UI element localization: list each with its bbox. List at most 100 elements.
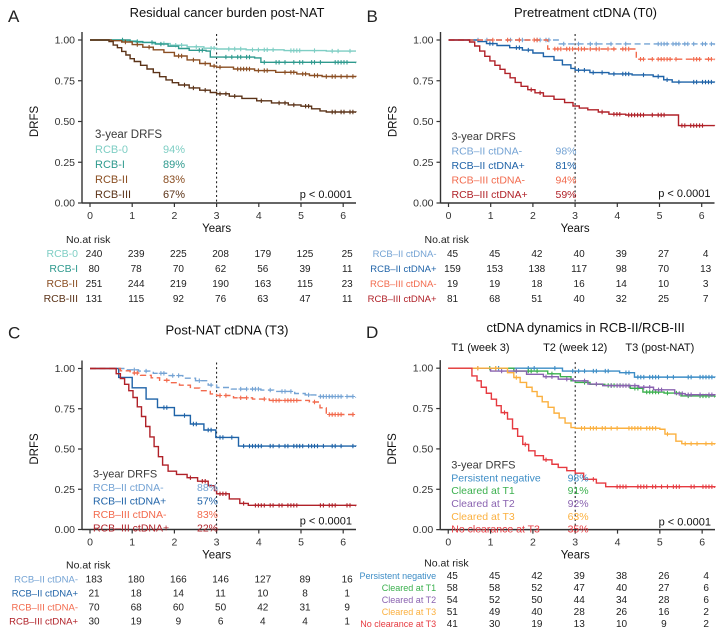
x-tick-label: 0 — [445, 537, 451, 549]
km-curve — [90, 367, 357, 507]
censor-marks — [120, 37, 350, 65]
risk-count: 40 — [531, 607, 543, 618]
risk-count: 28 — [658, 595, 670, 606]
risk-count: 159 — [444, 264, 461, 275]
y-tick-label: 0.25 — [55, 157, 76, 169]
y-tick-label: 0.75 — [55, 403, 76, 415]
censor-marks — [475, 37, 714, 47]
risk-count: 219 — [170, 279, 187, 290]
risk-count: 89 — [299, 575, 311, 586]
risk-count: 42 — [531, 249, 543, 260]
x-tick-label: 4 — [256, 210, 262, 222]
x-tick-label: 1 — [129, 210, 135, 222]
censor-marks — [161, 405, 356, 449]
risk-count: 146 — [212, 575, 229, 586]
risk-count: 42 — [531, 571, 543, 582]
risk-count: 62 — [215, 264, 227, 275]
risk-count: 52 — [489, 595, 501, 606]
panel-letter: A — [8, 7, 20, 26]
risk-count: 68 — [489, 294, 501, 305]
risk-row-label: No clearance at T3 — [360, 619, 436, 629]
risk-count: 58 — [447, 583, 459, 594]
risk-count: 26 — [658, 571, 670, 582]
legend-entry-value: 94% — [163, 144, 185, 156]
risk-count: 50 — [531, 595, 543, 606]
y-tick-label: 0.00 — [55, 198, 76, 210]
risk-count: 34 — [616, 595, 628, 606]
censor-marks — [123, 39, 356, 79]
panel-subtitle-part: T3 (post-NAT) — [625, 342, 694, 354]
risk-count: 3 — [703, 279, 709, 290]
risk-count: 40 — [574, 249, 586, 260]
x-tick-label: 3 — [214, 537, 220, 549]
risk-count: 117 — [571, 264, 587, 275]
panel-subtitle-part: T1 (week 3) — [451, 342, 509, 354]
risk-count: 239 — [128, 249, 145, 260]
legend-entry-label: RCB-I — [95, 159, 125, 171]
censor-marks — [475, 365, 715, 446]
risk-count: 92 — [173, 294, 185, 305]
risk-count: 70 — [173, 264, 185, 275]
risk-count: 166 — [170, 575, 187, 586]
risk-count: 47 — [574, 583, 586, 594]
risk-count: 30 — [489, 619, 501, 630]
risk-count: 16 — [658, 607, 670, 618]
risk-count: 10 — [257, 589, 269, 600]
risk-count: 42 — [257, 603, 269, 614]
risk-row-label: RCB–II ctDNA- — [373, 249, 437, 260]
legend-title: 3-year DRFS — [451, 459, 515, 471]
risk-count: 27 — [658, 249, 670, 260]
x-tick-label: 1 — [488, 210, 494, 222]
risk-row-label: Persistent negative — [360, 571, 437, 581]
risk-row-label: RCB-II — [47, 278, 79, 290]
risk-count: 11 — [342, 264, 353, 275]
legend-entry-label: Cleared at T1 — [451, 485, 515, 497]
risk-count: 131 — [86, 294, 103, 305]
risk-count: 51 — [447, 607, 459, 618]
x-axis-title: Years — [202, 550, 231, 562]
legend-entry-value: 88% — [197, 482, 218, 494]
risk-count: 45 — [447, 249, 459, 260]
legend-entry-label: RCB–II ctDNA- — [452, 146, 523, 158]
legend-entry-label: RCB–III ctDNA- — [93, 509, 167, 521]
risk-count: 240 — [86, 249, 103, 260]
y-tick-label: 0.25 — [55, 484, 76, 496]
x-tick-label: 6 — [699, 210, 705, 222]
x-tick-label: 6 — [340, 537, 346, 549]
x-tick-label: 4 — [614, 210, 620, 222]
x-tick-label: 6 — [340, 210, 346, 222]
y-tick-label: 1.00 — [413, 35, 434, 47]
panel-b: B Pretreatment ctDNA (T0) 1.00 0.75 0.50 0.25… — [358, 0, 717, 320]
risk-count: 225 — [170, 249, 187, 260]
risk-count: 45 — [489, 571, 501, 582]
risk-count: 7 — [703, 294, 709, 305]
legend-entry-value: 63% — [568, 511, 589, 523]
km-curve — [90, 367, 357, 398]
x-tick-label: 5 — [657, 537, 663, 549]
y-tick-label: 0.25 — [413, 484, 434, 496]
p-value: p < 0.0001 — [300, 516, 352, 528]
risk-count: 19 — [489, 279, 501, 290]
y-tick-label: 1.00 — [55, 35, 76, 47]
y-tick-label: 0.75 — [55, 75, 76, 87]
legend-entry-label: RCB-III — [95, 189, 131, 201]
km-curve — [90, 367, 357, 416]
risk-table-header: No.at risk — [66, 234, 111, 246]
y-axis-title: DRFS — [29, 106, 41, 138]
risk-count: 39 — [574, 571, 586, 582]
risk-count: 63 — [257, 294, 269, 305]
risk-row-label: Cleared at T3 — [382, 607, 436, 617]
censor-marks — [502, 410, 715, 489]
y-tick-label: 0.50 — [55, 116, 76, 128]
censor-marks — [490, 37, 714, 62]
y-tick-label: 0.75 — [413, 403, 434, 415]
km-curve — [448, 39, 716, 61]
risk-count: 23 — [342, 279, 354, 290]
km-curve — [448, 39, 716, 84]
km-curve — [448, 39, 716, 46]
risk-row-label: RCB–III ctDNA- — [11, 603, 78, 614]
panel-subtitle-part: T2 (week 12) — [543, 342, 607, 354]
panel-title: ctDNA dynamics in RCB-II/RCB-III — [487, 320, 685, 335]
legend-entry-label: Persistent negative — [451, 472, 541, 484]
